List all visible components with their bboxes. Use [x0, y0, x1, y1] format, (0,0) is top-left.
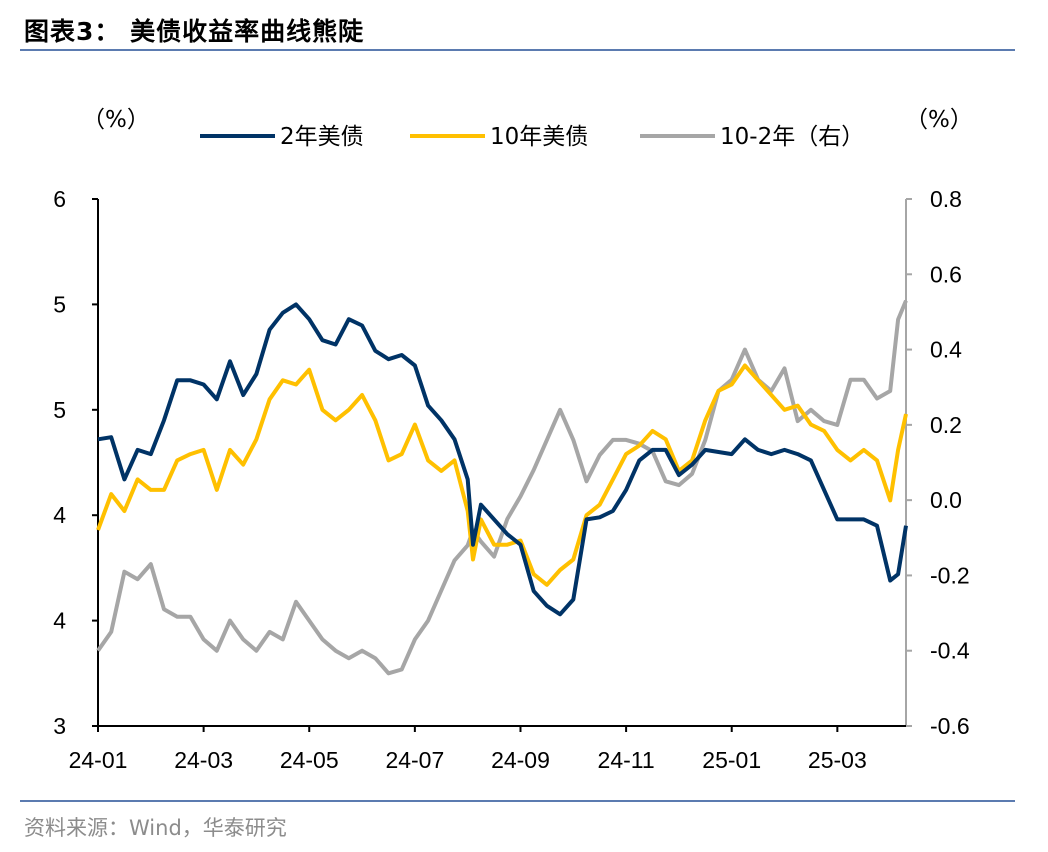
series-line-1	[96, 363, 908, 587]
x-tick-label: 25-03	[808, 747, 867, 773]
right-tick-label: -0.2	[930, 562, 970, 588]
right-axis-unit: （%）	[905, 107, 973, 133]
footer-divider	[20, 800, 1015, 802]
right-tick-label: 0.0	[930, 487, 962, 513]
right-tick-label: 0.8	[930, 186, 962, 212]
right-tick-label: 0.6	[930, 261, 962, 287]
legend: 2年美债 10年美债 10-2年（右）	[200, 124, 864, 150]
left-tick-label: 5	[53, 291, 66, 317]
title-divider	[20, 49, 1015, 51]
x-tick-label: 24-01	[69, 747, 128, 773]
right-tick-label: -0.4	[930, 638, 970, 664]
right-tick-label: 0.2	[930, 412, 962, 438]
series-line-0	[97, 302, 908, 617]
figure-title: 图表3： 美债收益率曲线熊陡	[24, 17, 365, 46]
x-tick-label: 24-11	[598, 747, 655, 773]
axes: 6 5 5 4 4 3 0.8 0.6 0.4 0.2 0.0 -0.2 -0.4 -0.6 24-01 24…	[53, 186, 970, 773]
legend-label-1: 10年美债	[490, 124, 588, 150]
left-axis-unit: （%）	[82, 107, 150, 133]
left-tick-label: 4	[53, 502, 66, 528]
x-tick-label: 24-09	[491, 747, 550, 773]
left-tick-label: 4	[53, 608, 66, 634]
x-tick-label: 24-05	[280, 747, 339, 773]
series-line-2	[96, 299, 908, 676]
right-tick-label: -0.6	[930, 713, 970, 739]
series-lines	[96, 299, 908, 676]
right-tick-label: 0.4	[930, 337, 962, 363]
left-tick-label: 6	[53, 186, 66, 212]
left-tick-label: 5	[53, 397, 66, 423]
x-tick-label: 24-03	[174, 747, 233, 773]
legend-label-0: 2年美债	[280, 124, 364, 150]
x-tick-label: 24-07	[385, 747, 444, 773]
x-tick-label: 25-01	[702, 747, 761, 773]
source-note: 资料来源：Wind，华泰研究	[24, 816, 287, 840]
legend-label-2: 10-2年（右）	[720, 124, 864, 150]
left-tick-label: 3	[53, 713, 66, 739]
